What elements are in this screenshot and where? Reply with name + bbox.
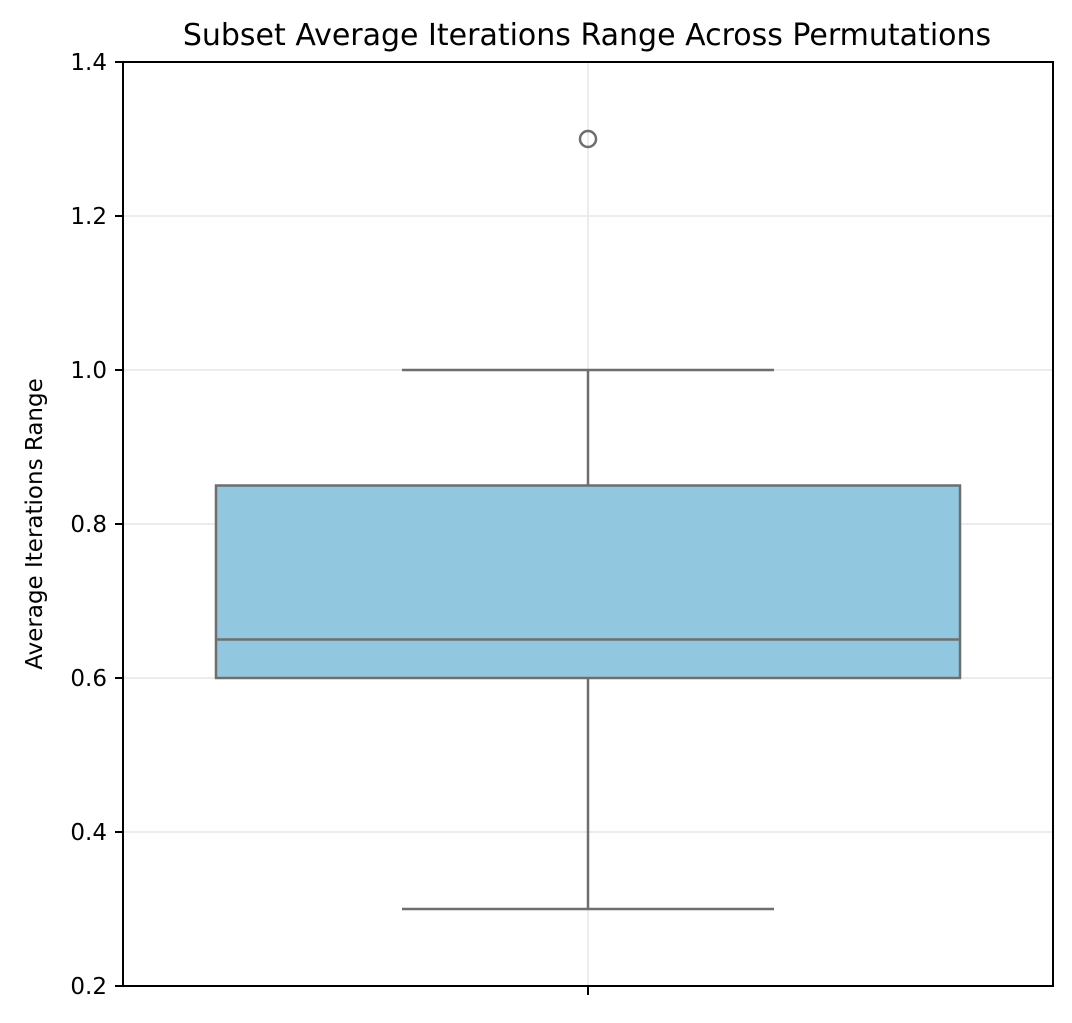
axes: 0.2 0.4 0.6 0.8 1.0 1.2 1.4 bbox=[70, 50, 1054, 1000]
y-tick-label-1: 0.4 bbox=[70, 820, 107, 846]
y-tick-label-0: 0.2 bbox=[70, 974, 107, 1000]
outlier-point-0 bbox=[578, 129, 598, 149]
box-plot bbox=[214, 129, 962, 911]
y-tick-label-4: 1.0 bbox=[70, 358, 107, 384]
y-tick-label-3: 0.8 bbox=[70, 512, 107, 538]
y-tick-label-6: 1.4 bbox=[70, 50, 107, 76]
chart-title: Subset Average Iterations Range Across P… bbox=[183, 18, 991, 53]
y-axis-label: Average Iterations Range bbox=[22, 378, 48, 670]
y-tick-label-5: 1.2 bbox=[70, 204, 107, 230]
y-tick-label-2: 0.6 bbox=[70, 666, 107, 692]
iqr-box bbox=[214, 484, 962, 680]
